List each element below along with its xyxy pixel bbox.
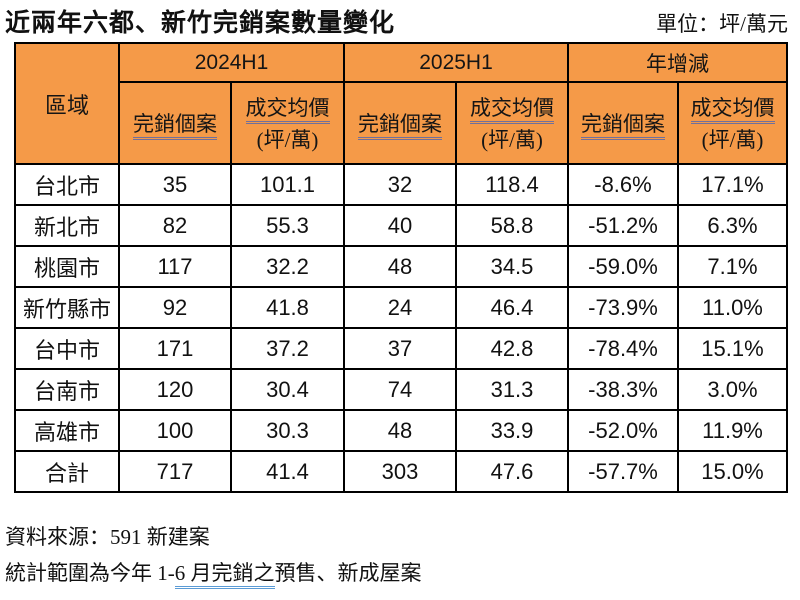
region-cell: 台北市 [14, 163, 120, 206]
value-cell: 100 [118, 409, 232, 452]
footnote-scope-suffix: 預售、新成屋案 [274, 561, 422, 585]
value-cell: 6.3% [677, 204, 788, 247]
footnote-scope: 統計範圍為今年 1-6 月完銷之預售、新成屋案 [5, 557, 422, 589]
value-cell: -51.2% [567, 204, 679, 247]
value-cell: 40 [343, 204, 457, 247]
header-region: 區域 [14, 42, 120, 165]
table-header-sub-row: 完銷個案 成交均價 (坪/萬) 完銷個案 成交均價 (坪/萬) 完銷個案 成交均價 (… [15, 81, 788, 165]
value-cell: 32 [343, 163, 457, 206]
region-cell: 合計 [14, 450, 120, 493]
value-cell: 303 [343, 450, 457, 493]
header-2025h1-cases: 完銷個案 [343, 81, 457, 165]
value-cell: 33.9 [455, 409, 569, 452]
unit-label: 單位：坪/萬元 [656, 12, 788, 36]
region-cell: 新竹縣市 [14, 286, 120, 329]
value-cell: 171 [118, 327, 232, 370]
value-cell: 46.4 [455, 286, 569, 329]
value-cell: 7.1% [677, 245, 788, 288]
header-yoy-cases: 完銷個案 [567, 81, 679, 165]
table-row-newtaipei: 新北市 82 55.3 40 58.8 -51.2% 6.3% [14, 204, 788, 247]
value-cell: 11.9% [677, 409, 788, 452]
header-price-unit: (坪/萬) [701, 128, 764, 152]
table-row-taichung: 台中市 171 37.2 37 42.8 -78.4% 15.1% [14, 327, 788, 370]
value-cell: 117 [118, 245, 232, 288]
value-cell: 120 [118, 368, 232, 411]
value-cell: 48 [343, 245, 457, 288]
page-title: 近兩年六都、新竹完銷案數量變化 [5, 10, 396, 37]
table-row-tainan: 台南市 120 30.4 74 31.3 -38.3% 3.0% [14, 368, 788, 411]
value-cell: 24 [343, 286, 457, 329]
value-cell: 92 [118, 286, 232, 329]
value-cell: 11.0% [677, 286, 788, 329]
header-2025h1: 2025H1 [343, 42, 569, 83]
header-2024h1-price: 成交均價 (坪/萬) [230, 81, 345, 165]
header-price-unit: (坪/萬) [481, 128, 543, 152]
value-cell: -59.0% [567, 245, 679, 288]
sales-table: 區域 2024H1 2025H1 年增減 完銷個案 成交均價 (坪/萬) 完銷個案… [14, 42, 788, 493]
value-cell: -8.6% [567, 163, 679, 206]
value-cell: 55.3 [230, 204, 345, 247]
value-cell: 101.1 [230, 163, 345, 206]
header-cases-label: 完銷個案 [358, 112, 442, 140]
value-cell: 30.3 [230, 409, 345, 452]
value-cell: -57.7% [567, 450, 679, 493]
table-row-hsinchu: 新竹縣市 92 41.8 24 46.4 -73.9% 11.0% [14, 286, 788, 329]
table-row-total: 合計 717 41.4 303 47.6 -57.7% 15.0% [14, 450, 788, 493]
header-price-label: 成交均價 [470, 96, 554, 124]
value-cell: 41.8 [230, 286, 345, 329]
value-cell: 3.0% [677, 368, 788, 411]
header-cases-label: 完銷個案 [581, 112, 665, 140]
region-cell: 台中市 [14, 327, 120, 370]
table-row-taoyuan: 桃園市 117 32.2 48 34.5 -59.0% 7.1% [14, 245, 788, 288]
footnote-scope-underlined: 6 月完銷之 [174, 561, 275, 589]
value-cell: 42.8 [455, 327, 569, 370]
value-cell: 41.4 [230, 450, 345, 493]
value-cell: 15.1% [677, 327, 788, 370]
value-cell: -38.3% [567, 368, 679, 411]
region-cell: 新北市 [14, 204, 120, 247]
footnote-source: 資料來源：591 新建案 [5, 525, 210, 549]
value-cell: 717 [118, 450, 232, 493]
value-cell: -52.0% [567, 409, 679, 452]
value-cell: 34.5 [455, 245, 569, 288]
value-cell: -78.4% [567, 327, 679, 370]
value-cell: 47.6 [455, 450, 569, 493]
value-cell: 30.4 [230, 368, 345, 411]
region-cell: 台南市 [14, 368, 120, 411]
value-cell: 48 [343, 409, 457, 452]
value-cell: 17.1% [677, 163, 788, 206]
value-cell: 32.2 [230, 245, 345, 288]
footnote-scope-prefix: 統計範圍為今年 1- [5, 561, 175, 585]
header-2024h1: 2024H1 [118, 42, 345, 83]
header-2024h1-cases: 完銷個案 [118, 81, 232, 165]
value-cell: 82 [118, 204, 232, 247]
value-cell: 118.4 [455, 163, 569, 206]
value-cell: 31.3 [455, 368, 569, 411]
value-cell: 74 [343, 368, 457, 411]
region-cell: 高雄市 [14, 409, 120, 452]
value-cell: -73.9% [567, 286, 679, 329]
value-cell: 58.8 [455, 204, 569, 247]
header-price-label: 成交均價 [690, 96, 775, 124]
region-cell: 桃園市 [14, 245, 120, 288]
header-price-unit: (坪/萬) [256, 128, 319, 152]
value-cell: 37 [343, 327, 457, 370]
value-cell: 15.0% [677, 450, 788, 493]
value-cell: 37.2 [230, 327, 345, 370]
table-header-group-row: 區域 2024H1 2025H1 年增減 [14, 42, 788, 165]
table-row-kaohsiung: 高雄市 100 30.3 48 33.9 -52.0% 11.9% [14, 409, 788, 452]
value-cell: 35 [118, 163, 232, 206]
header-cases-label: 完銷個案 [133, 112, 217, 140]
table-row-taipei: 台北市 35 101.1 32 118.4 -8.6% 17.1% [14, 163, 788, 206]
header-2025h1-price: 成交均價 (坪/萬) [455, 81, 569, 165]
header-yoy-change: 年增減 [567, 42, 788, 83]
header-yoy-price: 成交均價 (坪/萬) [677, 81, 788, 165]
header-price-label: 成交均價 [245, 96, 330, 124]
